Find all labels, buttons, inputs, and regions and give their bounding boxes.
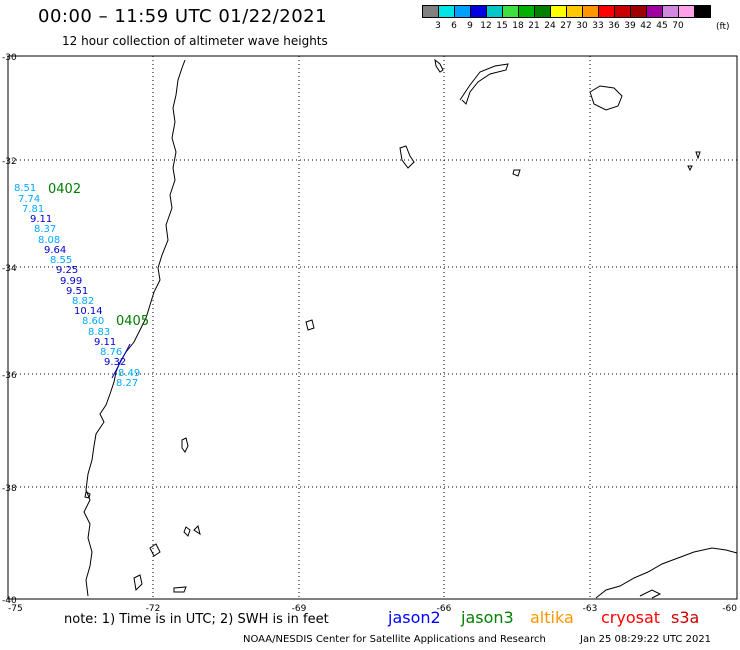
mar-chiquita-lake	[434, 58, 444, 73]
wave-height-value: 9.99	[60, 276, 82, 287]
isla-mocha	[84, 491, 91, 499]
latitude-labels: -30 -32 -34 -36 -38 -40	[2, 53, 17, 606]
observations: 8.517.747.819.118.378.089.648.559.259.99…	[14, 183, 140, 389]
color-legend: 3 6 9 12 15 18 21 24 27 30 33 36 39 42 45 70	[422, 5, 711, 35]
inland-lake-1	[399, 145, 415, 169]
legend-label: 15	[496, 21, 508, 31]
longitude-label: -72	[146, 604, 161, 614]
inland-lake-3	[695, 151, 701, 160]
latitude-label: -36	[2, 371, 17, 381]
wave-height-value: 8.08	[38, 235, 60, 246]
legend-label: 24	[544, 21, 556, 31]
legend-label: 33	[592, 21, 604, 31]
inland-lake-2	[512, 169, 521, 177]
coastline	[83, 58, 738, 599]
legend-swatches	[422, 5, 711, 18]
wave-height-value: 10.14	[74, 306, 103, 317]
longitude-label: -60	[722, 604, 737, 614]
pass-label: 0405	[116, 314, 149, 329]
longitude-labels: -75 -72 -69 -66 -63 -60	[8, 604, 737, 614]
montevideo-coast	[589, 85, 623, 111]
satellite-track	[111, 343, 131, 379]
andes-lake-2	[183, 526, 191, 537]
satellite-name: cryosat	[601, 608, 661, 627]
legend-unit: (ft)	[716, 22, 730, 32]
legend-label: 18	[512, 21, 524, 31]
andes-lake-4	[133, 574, 143, 592]
legend-label: 45	[656, 21, 668, 31]
wave-height-value: 9.25	[56, 265, 78, 276]
chile-coastline	[83, 59, 186, 597]
inland-lake-4	[687, 165, 693, 172]
legend-label: 3	[435, 21, 441, 31]
wave-height-value: 8.76	[100, 347, 122, 358]
legend-label: 30	[576, 21, 588, 31]
legend-label: 27	[560, 21, 572, 31]
map-subtitle: 12 hour collection of altimeter wave hei…	[62, 34, 328, 48]
legend-label: 6	[451, 21, 457, 31]
latitude-label: -34	[2, 264, 17, 274]
latitude-label: -30	[2, 53, 17, 63]
map-title: 00:00 – 11:59 UTC 01/22/2021	[38, 6, 328, 27]
rio-parana-coast	[459, 63, 509, 105]
longitude-label: -66	[437, 604, 452, 614]
pass-label: 0402	[48, 182, 81, 197]
wave-height-value: 8.60	[82, 316, 104, 327]
andes-lake-6	[193, 525, 201, 536]
andes-lake-3	[149, 543, 161, 557]
legend-label: 39	[624, 21, 636, 31]
longitude-label: -75	[8, 604, 23, 614]
timestamp: Jan 25 08:29:22 UTC 2021	[580, 634, 712, 645]
satellite-name: jason2	[388, 608, 441, 627]
wave-height-value: 7.81	[22, 204, 44, 215]
track-segment	[111, 343, 131, 379]
wave-height-value: 9.51	[66, 286, 88, 297]
legend-label: 9	[467, 21, 473, 31]
longitude-label: -69	[292, 604, 307, 614]
graticule	[8, 56, 737, 599]
legend-label: 42	[640, 21, 652, 31]
legend-label: 36	[608, 21, 620, 31]
legend-label: 21	[528, 21, 540, 31]
pass-labels: 0402 0405	[48, 182, 149, 329]
wave-height-value: 9.64	[44, 245, 66, 256]
credit-text: NOAA/NESDIS Center for Satellite Applica…	[243, 634, 546, 645]
legend-labels: 3 6 9 12 15 18 21 24 27 30 33 36 39 42 45 70	[422, 21, 710, 35]
latitude-label: -38	[2, 484, 17, 494]
peninsula-valdes	[639, 589, 662, 599]
map-frame	[7, 55, 738, 600]
wave-height-value: 8.82	[72, 296, 94, 307]
satellite-name: jason3	[461, 608, 514, 627]
wave-height-value: 8.83	[88, 327, 110, 338]
wave-height-value: 8.27	[116, 378, 138, 389]
satellite-name: s3a	[671, 608, 700, 627]
longitude-label: -63	[583, 604, 598, 614]
wave-height-value: 8.37	[34, 224, 56, 235]
wave-height-value: 9.11	[94, 337, 116, 348]
legend-label: 70	[672, 21, 684, 31]
wave-height-value: 8.49	[118, 368, 140, 379]
wave-height-value: 8.55	[50, 255, 72, 266]
wave-height-value: 7.74	[18, 194, 40, 205]
wave-height-value: 9.11	[30, 214, 52, 225]
andes-lake-1	[181, 437, 189, 453]
andes-lake-5	[173, 586, 187, 593]
footer-note: note: 1) Time is in UTC; 2) SWH is in fe…	[64, 612, 329, 627]
wave-height-value: 9.32	[104, 357, 126, 368]
latitude-label: -32	[2, 157, 17, 167]
latitude-label: -40	[2, 596, 17, 606]
legend-swatch	[694, 5, 711, 18]
legend-label: 12	[480, 21, 492, 31]
wave-height-value: 8.51	[14, 183, 36, 194]
inland-lake-5	[305, 319, 315, 331]
patagonia-coast	[595, 547, 738, 599]
satellite-name: altika	[530, 608, 574, 627]
